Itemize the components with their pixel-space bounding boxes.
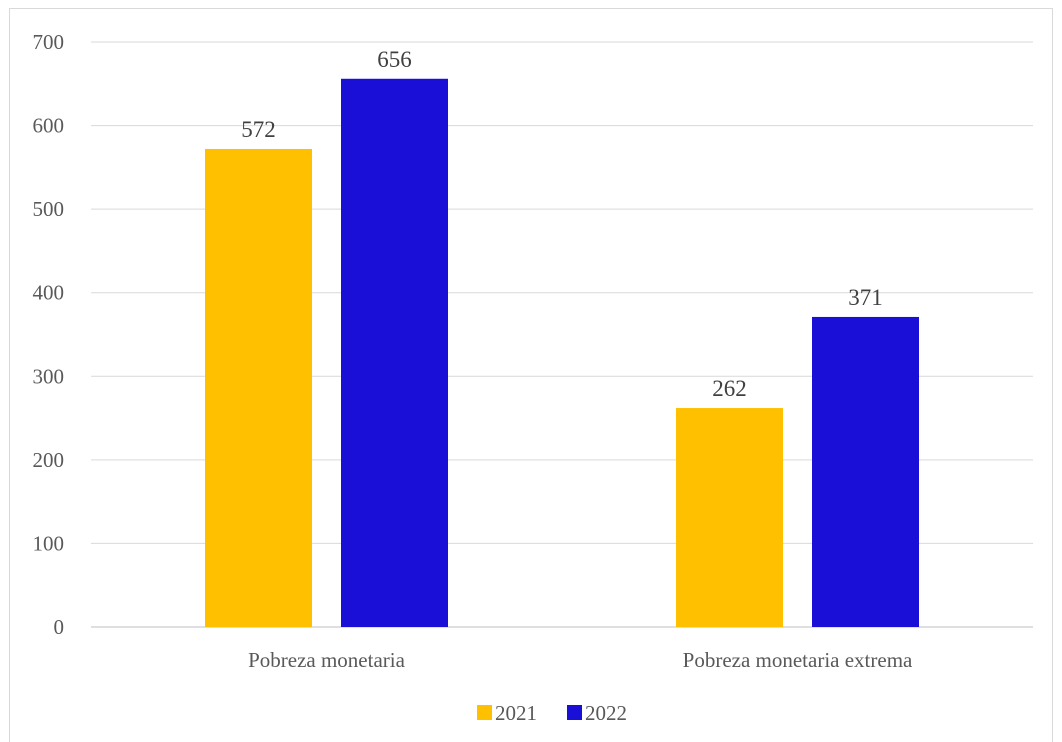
bars <box>205 78 919 628</box>
chart-frame <box>9 8 1053 742</box>
x-category-label: Pobreza monetaria extrema <box>683 648 913 672</box>
data-label: 572 <box>241 117 276 142</box>
data-labels: 572 656 262 371 <box>241 47 883 401</box>
data-label: 262 <box>712 376 747 401</box>
y-tick-label: 300 <box>33 364 65 388</box>
data-label: 656 <box>377 47 412 72</box>
y-tick-label: 100 <box>33 531 65 555</box>
legend-swatch-2022 <box>567 705 582 720</box>
y-axis-tick-labels: 0 100 200 300 400 500 600 700 <box>33 30 65 639</box>
x-axis-category-labels: Pobreza monetaria Pobreza monetaria extre… <box>248 648 913 672</box>
legend-swatch-2021 <box>477 705 492 720</box>
y-tick-label: 500 <box>33 197 65 221</box>
y-tick-label: 200 <box>33 448 65 472</box>
bar-2022 <box>341 78 448 628</box>
y-tick-label: 600 <box>33 114 65 138</box>
bar-2021 <box>205 148 312 627</box>
legend-label: 2021 <box>495 701 537 725</box>
legend: 2021 2022 <box>477 701 627 725</box>
bar-2022 <box>812 316 919 627</box>
x-category-label: Pobreza monetaria <box>248 648 406 672</box>
data-label: 371 <box>848 285 883 310</box>
y-tick-label: 700 <box>33 30 65 54</box>
y-tick-label: 0 <box>54 615 65 639</box>
y-tick-label: 400 <box>33 281 65 305</box>
legend-label: 2022 <box>585 701 627 725</box>
bar-2021 <box>676 408 783 627</box>
